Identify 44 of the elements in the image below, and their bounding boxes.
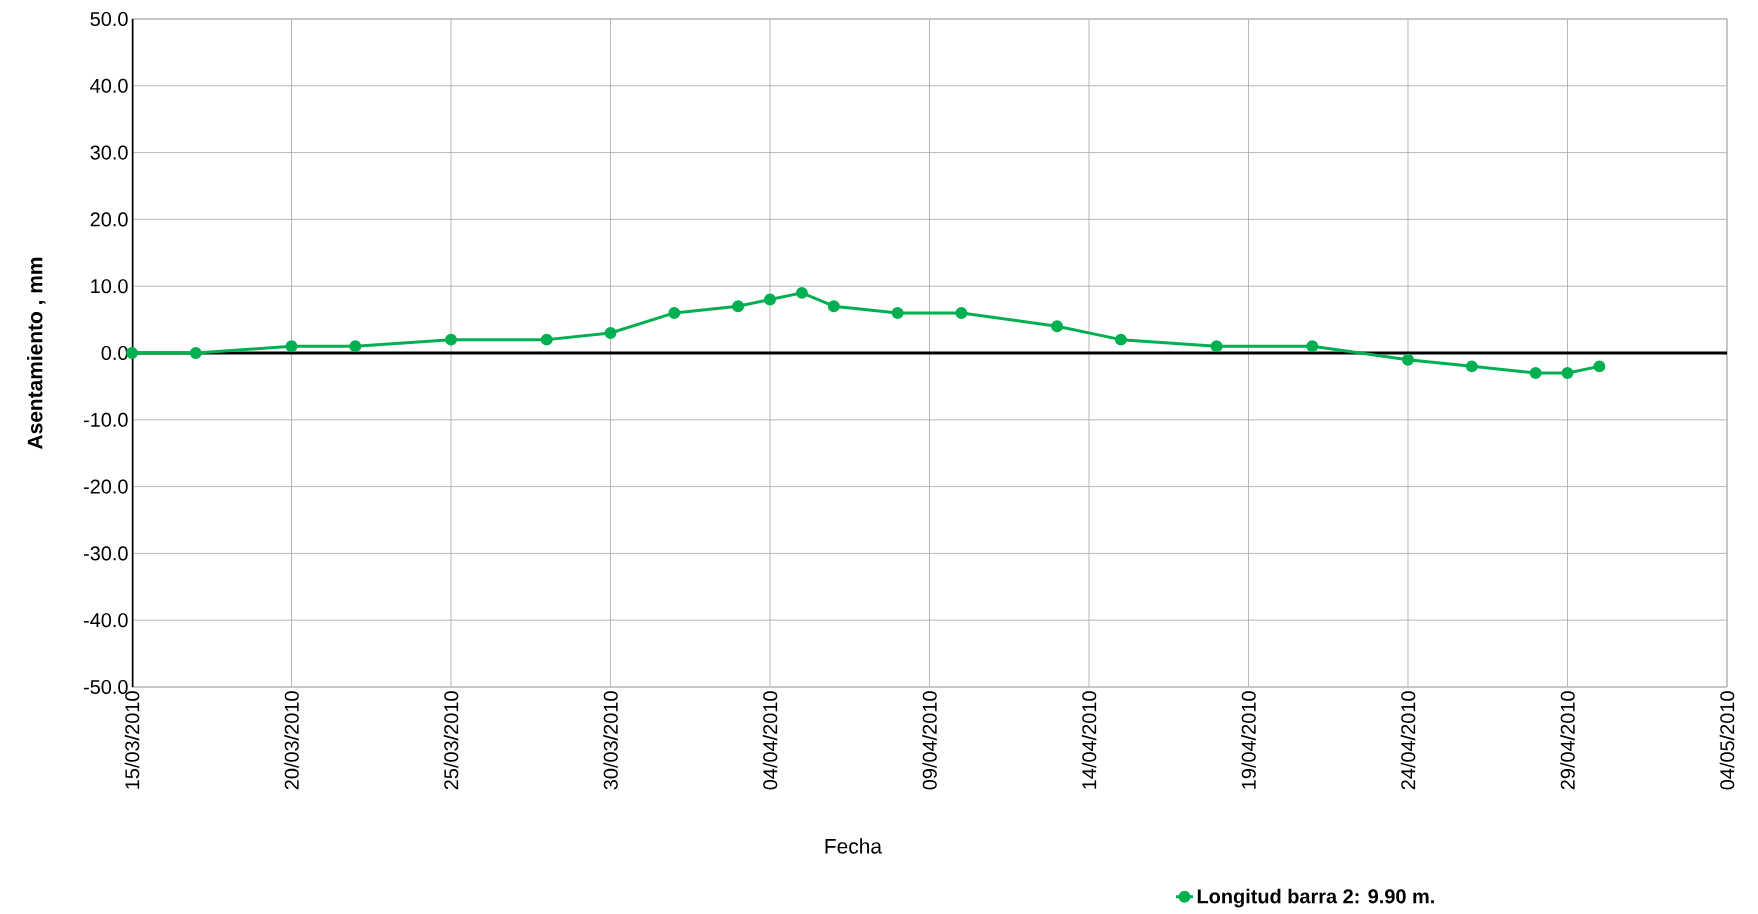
point — [795, 286, 808, 299]
y-axis-title: Asentamiento , mm — [27, 257, 46, 449]
point — [445, 333, 457, 346]
y-tick-label: 30.0 — [90, 145, 128, 160]
point — [1529, 367, 1542, 380]
x-tick-label: 29/04/2010 — [1560, 691, 1575, 790]
y-tick-label: 10.0 — [91, 279, 128, 294]
point — [349, 340, 362, 353]
point — [764, 293, 776, 306]
point — [1402, 353, 1414, 366]
x-tick-label: 04/04/2010 — [762, 691, 778, 790]
point — [955, 306, 968, 319]
point — [285, 340, 298, 353]
y-tick-label: 50.0 — [90, 11, 128, 27]
point — [668, 306, 681, 319]
y-tick-label: 20.0 — [90, 212, 128, 227]
x-tick-label: 20/03/2010 — [284, 691, 299, 790]
point — [1561, 367, 1574, 380]
legend-label: Longitud barra 2: 9.90 m. — [1197, 888, 1434, 908]
point — [891, 306, 904, 319]
point — [827, 300, 840, 313]
point — [1114, 333, 1127, 346]
x-tick-label: 09/04/2010 — [922, 691, 937, 790]
x-axis-title: Fecha — [825, 838, 883, 854]
point — [1051, 320, 1064, 333]
point — [1306, 340, 1319, 353]
y-tick-label: -30.0 — [83, 546, 128, 561]
point — [732, 300, 745, 313]
x-tick-label: 14/04/2010 — [1081, 691, 1097, 789]
x-tick-label: 25/03/2010 — [443, 691, 459, 790]
y-tick-label: -20.0 — [83, 479, 128, 494]
y-tick-label: -10.0 — [83, 412, 128, 427]
x-tick-label: 24/04/2010 — [1400, 691, 1416, 790]
x-tick-label: 04/05/2010 — [1719, 691, 1735, 790]
point — [1593, 360, 1606, 373]
point — [540, 333, 553, 346]
point — [189, 347, 202, 359]
y-tick-label: 40.0 — [90, 78, 128, 93]
x-tick-label: 30/03/2010 — [603, 691, 618, 790]
y-tick-label: -40.0 — [83, 613, 128, 628]
x-tick-label: 19/04/2010 — [1241, 691, 1256, 789]
point — [1210, 340, 1223, 353]
point — [1465, 360, 1478, 373]
point — [604, 326, 617, 339]
